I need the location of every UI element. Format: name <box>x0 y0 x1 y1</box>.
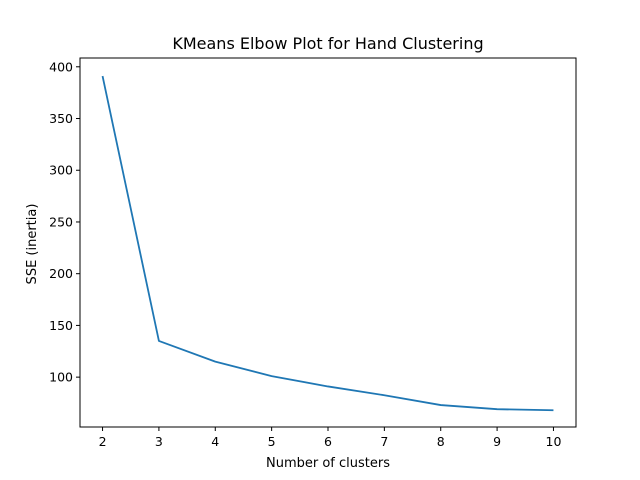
x-tick-label: 6 <box>324 434 332 449</box>
y-axis-label: SSE (inertia) <box>25 204 40 285</box>
chart-title: KMeans Elbow Plot for Hand Clustering <box>172 34 483 53</box>
x-tick-label: 7 <box>380 434 388 449</box>
x-tick-label: 4 <box>211 434 219 449</box>
y-tick-label: 200 <box>49 266 73 281</box>
x-tick-label: 3 <box>155 434 163 449</box>
x-tick-label: 5 <box>268 434 276 449</box>
x-tick-label: 10 <box>546 434 562 449</box>
y-tick-label: 150 <box>49 318 73 333</box>
axes-frame <box>79 57 577 428</box>
series-layer <box>101 75 554 412</box>
x-axis-ticks: 2 3 4 5 6 7 8 9 10 <box>99 427 562 449</box>
y-tick-label: 250 <box>49 214 73 229</box>
y-axis-ticks: 100 150 200 250 300 350 400 <box>49 59 80 385</box>
y-tick-label: 100 <box>49 370 73 385</box>
x-tick-label: 8 <box>437 434 445 449</box>
series-line <box>101 75 554 412</box>
x-axis-label: Number of clusters <box>266 456 390 471</box>
x-tick-label: 2 <box>99 434 107 449</box>
x-tick-label: 9 <box>493 434 501 449</box>
y-tick-label: 400 <box>49 59 73 74</box>
y-tick-label: 300 <box>49 163 73 178</box>
y-tick-label: 350 <box>49 111 73 126</box>
